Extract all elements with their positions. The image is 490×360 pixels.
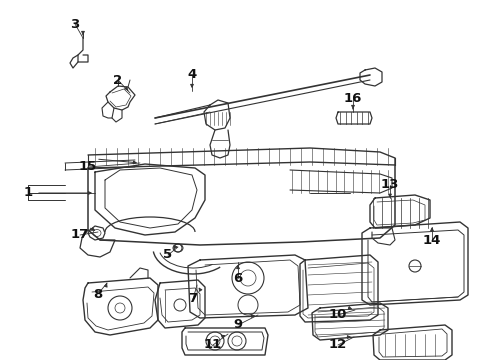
Text: 4: 4	[187, 68, 196, 81]
Text: 12: 12	[329, 338, 347, 351]
Text: 13: 13	[381, 179, 399, 192]
Text: 1: 1	[24, 186, 32, 199]
Text: 9: 9	[233, 319, 243, 332]
Text: 5: 5	[164, 248, 172, 261]
Text: 2: 2	[114, 73, 122, 86]
Text: 11: 11	[204, 338, 222, 351]
Text: 8: 8	[94, 288, 102, 301]
Text: 3: 3	[71, 18, 79, 31]
Text: 10: 10	[329, 309, 347, 321]
Text: 17: 17	[71, 229, 89, 242]
Text: 14: 14	[423, 234, 441, 247]
Text: 15: 15	[79, 161, 97, 174]
Text: 6: 6	[233, 271, 243, 284]
Text: 7: 7	[189, 292, 197, 306]
Text: 16: 16	[344, 91, 362, 104]
